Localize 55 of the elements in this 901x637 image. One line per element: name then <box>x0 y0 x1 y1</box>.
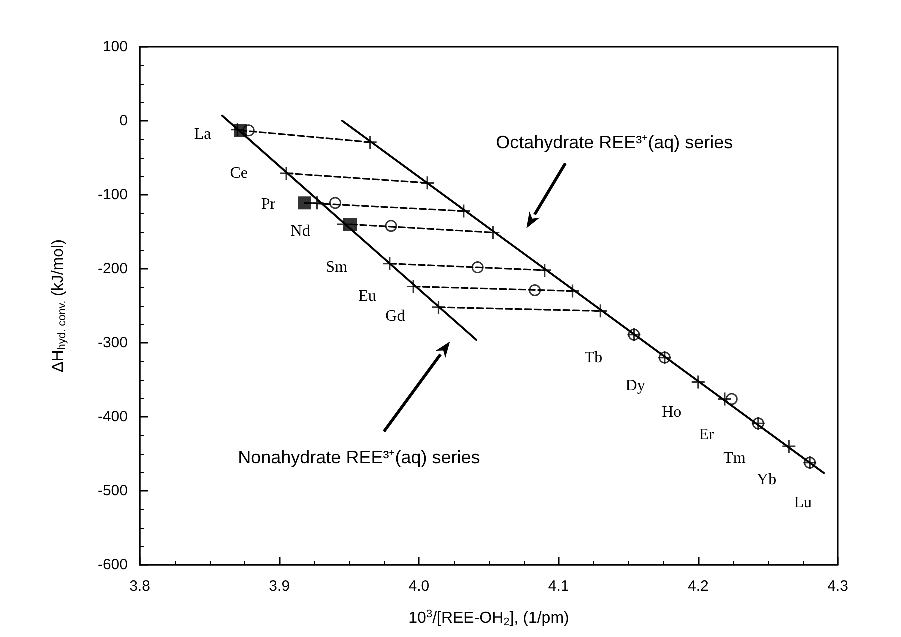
annotation: Nd <box>290 222 310 240</box>
point <box>456 204 472 219</box>
point <box>382 256 398 272</box>
annotation: Sm <box>326 259 348 276</box>
annotation: Pr <box>261 196 276 214</box>
annotation: Ce <box>230 165 248 182</box>
point <box>279 166 294 181</box>
x-tick-label: 3.8 <box>130 578 150 595</box>
point <box>420 176 435 190</box>
point <box>538 263 552 278</box>
annotation: Eu <box>358 288 376 305</box>
annotation: Lu <box>794 494 812 512</box>
y-axis-title: ΔHhyd. conv. (kJ/mol) <box>50 240 68 372</box>
point <box>385 220 398 232</box>
y-tick-label: -600 <box>98 556 128 574</box>
point <box>431 300 446 315</box>
annotation: Er <box>699 426 715 444</box>
point <box>472 262 484 274</box>
point <box>529 284 542 296</box>
point <box>565 284 580 298</box>
y-tick-label: -300 <box>98 334 128 352</box>
y-tick-label: -200 <box>98 260 128 278</box>
annotation: Gd <box>386 308 406 325</box>
point <box>336 217 352 232</box>
annotation: Octahydrate REE³⁺(aq) series <box>496 132 734 152</box>
x-tick-label: 4.3 <box>828 578 848 595</box>
point <box>718 392 732 407</box>
point <box>363 135 378 150</box>
x-tick-label: 4.1 <box>548 578 570 595</box>
annotation: Dy <box>626 377 646 394</box>
annotation: Tm <box>724 450 746 467</box>
point <box>344 218 358 232</box>
point <box>329 197 342 210</box>
annotation: Yb <box>757 471 777 488</box>
point <box>726 393 738 406</box>
annotation: La <box>194 126 212 143</box>
point <box>230 122 246 138</box>
x-tick-label: 3.9 <box>269 578 290 595</box>
annotation: Ho <box>662 404 682 422</box>
point <box>406 279 421 294</box>
x-tick-label: 4.0 <box>408 578 430 595</box>
point <box>691 374 706 390</box>
point <box>782 439 796 454</box>
annotation: Nonahydrate REE³⁺(aq) series <box>238 448 480 468</box>
point <box>310 196 325 210</box>
y-tick-label: -500 <box>98 482 128 500</box>
point <box>298 196 312 210</box>
point <box>593 304 608 318</box>
y-tick-label: -100 <box>98 186 128 204</box>
y-tick-label: 0 <box>120 112 128 130</box>
point <box>486 225 500 240</box>
y-tick-label: -400 <box>98 408 128 426</box>
annotation: Tb <box>584 349 603 366</box>
y-tick-label: 100 <box>102 38 128 56</box>
x-tick-label: 4.2 <box>688 578 709 595</box>
